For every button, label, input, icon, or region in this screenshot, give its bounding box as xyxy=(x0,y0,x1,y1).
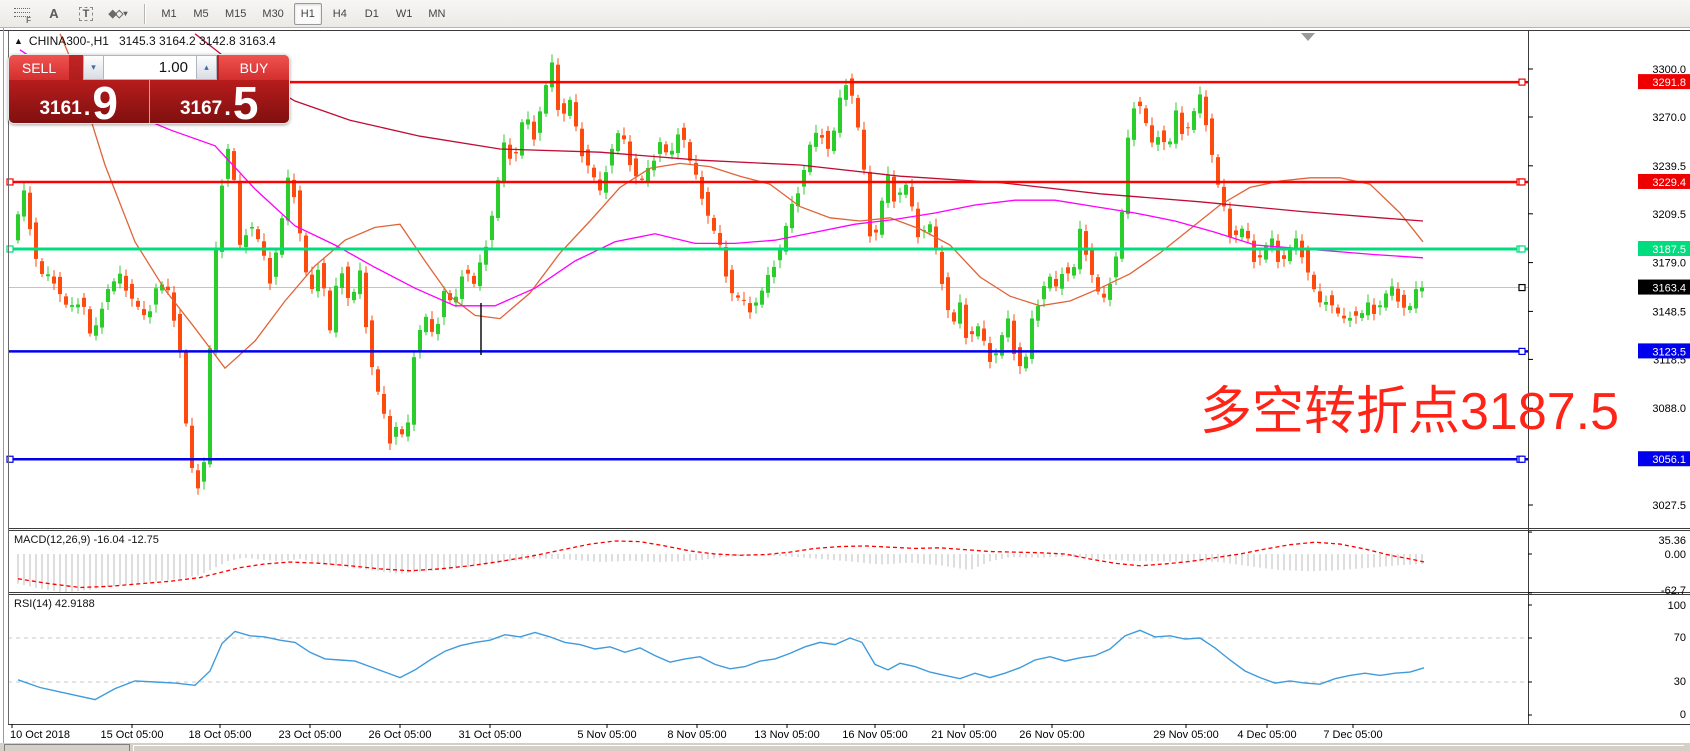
rsi-panel xyxy=(8,629,1528,701)
timeframe-m30-button[interactable]: M30 xyxy=(262,7,284,20)
text-tool-button[interactable]: A xyxy=(49,6,59,21)
buy-price-main: 3167 xyxy=(179,98,223,119)
ma-slow-line xyxy=(194,33,1424,222)
timeframe-d1-button[interactable]: D1 xyxy=(364,7,379,20)
svg-text:7 Dec 05:00: 7 Dec 05:00 xyxy=(1323,729,1382,741)
ma-fast-line xyxy=(59,33,1424,370)
date-axis: 10 Oct 2018 15 Oct 05:00 18 Oct 05:00 23 Oc… xyxy=(10,724,1383,741)
svg-text:-62.7: -62.7 xyxy=(1661,585,1686,597)
ma-mid-line xyxy=(19,49,1424,307)
panel-expander-icon[interactable]: ▲ xyxy=(14,36,23,46)
sell-button[interactable]: SELL xyxy=(9,55,69,80)
toolbar: F A T ◆◇ ▾ M1 M5 M15 M30 H1 H4 D1 W1 MN xyxy=(0,0,1690,28)
svg-text:4 Dec 05:00: 4 Dec 05:00 xyxy=(1237,729,1296,741)
panel-borders xyxy=(0,28,1690,751)
svg-text:16 Nov 05:00: 16 Nov 05:00 xyxy=(842,729,907,741)
svg-text:3239.5: 3239.5 xyxy=(1652,161,1686,173)
chart-annotation-text: 多空转折点3187.5 xyxy=(1200,383,1620,441)
line-studies-toolbar: F A T ◆◇ ▾ xyxy=(6,0,134,28)
svg-text:3300.0: 3300.0 xyxy=(1652,64,1686,76)
svg-text:3027.5: 3027.5 xyxy=(1652,500,1686,512)
toolbar-separator xyxy=(144,3,145,24)
shift-marker-icon xyxy=(1301,33,1315,41)
buy-button[interactable]: BUY xyxy=(219,55,289,80)
svg-text:8 Nov 05:00: 8 Nov 05:00 xyxy=(667,729,726,741)
volume-input[interactable] xyxy=(104,56,196,79)
chart-tab[interactable] xyxy=(4,744,130,751)
fibonacci-tool-button[interactable]: F xyxy=(9,3,35,25)
svg-text:0.00: 0.00 xyxy=(1665,549,1686,561)
svg-text:26 Oct 05:00: 26 Oct 05:00 xyxy=(369,729,432,741)
volume-decrease-button[interactable]: ▾ xyxy=(84,56,104,79)
svg-text:15 Oct 05:00: 15 Oct 05:00 xyxy=(101,729,164,741)
svg-text:3209.5: 3209.5 xyxy=(1652,209,1686,221)
timeframe-m5-button[interactable]: M5 xyxy=(193,7,209,20)
svg-text:3179.0: 3179.0 xyxy=(1652,258,1686,270)
svg-text:35.36: 35.36 xyxy=(1658,535,1686,547)
svg-text:30: 30 xyxy=(1674,676,1686,688)
macd-indicator-label: MACD(12,26,9) -16.04 -12.75 xyxy=(14,534,159,546)
timeframe-w1-button[interactable]: W1 xyxy=(395,7,413,20)
buy-price-display[interactable]: 3167 . 5 xyxy=(148,77,289,124)
volume-increase-button[interactable]: ▴ xyxy=(196,56,216,79)
svg-text:3056.1: 3056.1 xyxy=(1652,454,1686,466)
label-icon: T xyxy=(78,6,94,21)
chart-ohlc-values: 3145.3 3164.2 3142.8 3163.4 xyxy=(118,34,276,48)
chevron-down-icon: ▾ xyxy=(123,9,128,18)
svg-text:31 Oct 05:00: 31 Oct 05:00 xyxy=(459,729,522,741)
svg-text:70: 70 xyxy=(1674,632,1686,644)
tab-bar-track xyxy=(133,745,1684,751)
svg-text:3123.5: 3123.5 xyxy=(1652,346,1686,358)
one-click-trading-panel: SELL ▾ ▴ BUY 3161 . 9 3167 . 5 xyxy=(8,54,290,124)
timeframe-h4-button[interactable]: H4 xyxy=(332,7,347,20)
macd-panel xyxy=(17,540,1425,593)
timeframes-toolbar: M1 M5 M15 M30 H1 H4 D1 W1 MN xyxy=(153,0,453,28)
svg-text:13 Nov 05:00: 13 Nov 05:00 xyxy=(754,729,819,741)
svg-text:23 Oct 05:00: 23 Oct 05:00 xyxy=(279,729,342,741)
candlestick-series xyxy=(16,54,1424,495)
rsi-indicator-label: RSI(14) 42.9188 xyxy=(14,598,95,610)
svg-text:3291.8: 3291.8 xyxy=(1652,77,1686,89)
timeframe-h1-button[interactable]: H1 xyxy=(293,2,322,25)
svg-text:29 Nov 05:00: 29 Nov 05:00 xyxy=(1153,729,1218,741)
buy-price-big: 5 xyxy=(232,77,259,124)
svg-text:3163.4: 3163.4 xyxy=(1652,283,1686,295)
svg-text:100: 100 xyxy=(1668,600,1686,612)
svg-text:18 Oct 05:00: 18 Oct 05:00 xyxy=(189,729,252,741)
svg-text:3148.5: 3148.5 xyxy=(1652,306,1686,318)
price-axis: 3300.03270.03239.53209.53179.03148.53118… xyxy=(1518,64,1690,721)
svg-text:3229.4: 3229.4 xyxy=(1652,177,1686,189)
shapes-icon: ◆◇ xyxy=(108,8,124,20)
chart-title: ▲ CHINA300-,H1 3145.3 3164.2 3142.8 3163… xyxy=(14,34,276,48)
svg-text:3270.0: 3270.0 xyxy=(1652,112,1686,124)
label-tool-button[interactable]: T xyxy=(73,3,99,25)
sell-price-display[interactable]: 3161 . 9 xyxy=(9,77,149,124)
svg-text:26 Nov 05:00: 26 Nov 05:00 xyxy=(1019,729,1084,741)
buy-price-dot: . xyxy=(224,94,231,121)
fibonacci-icon: F xyxy=(14,7,31,25)
chart-symbol-label: CHINA300-,H1 xyxy=(28,34,109,48)
svg-text:3088.0: 3088.0 xyxy=(1652,403,1686,415)
chart-tab-bar xyxy=(0,743,1690,751)
chart-canvas[interactable]: 3300.03270.03239.53209.53179.03148.53118… xyxy=(0,28,1690,751)
timeframe-m1-button[interactable]: M1 xyxy=(161,7,177,20)
horizontal-lines xyxy=(6,80,1528,463)
svg-text:5 Nov 05:00: 5 Nov 05:00 xyxy=(577,729,636,741)
timeframe-m15-button[interactable]: M15 xyxy=(225,7,247,20)
svg-text:3187.5: 3187.5 xyxy=(1652,244,1686,256)
sell-price-main: 3161 xyxy=(39,98,82,119)
svg-text:10 Oct 2018: 10 Oct 2018 xyxy=(10,729,70,741)
timeframe-mn-button[interactable]: MN xyxy=(428,7,446,20)
svg-text:21 Nov 05:00: 21 Nov 05:00 xyxy=(931,729,996,741)
sell-price-dot: . xyxy=(83,94,91,121)
shapes-tool-button[interactable]: ◆◇ ▾ xyxy=(105,3,131,25)
sell-price-big: 9 xyxy=(92,77,119,124)
svg-text:0: 0 xyxy=(1680,709,1686,721)
